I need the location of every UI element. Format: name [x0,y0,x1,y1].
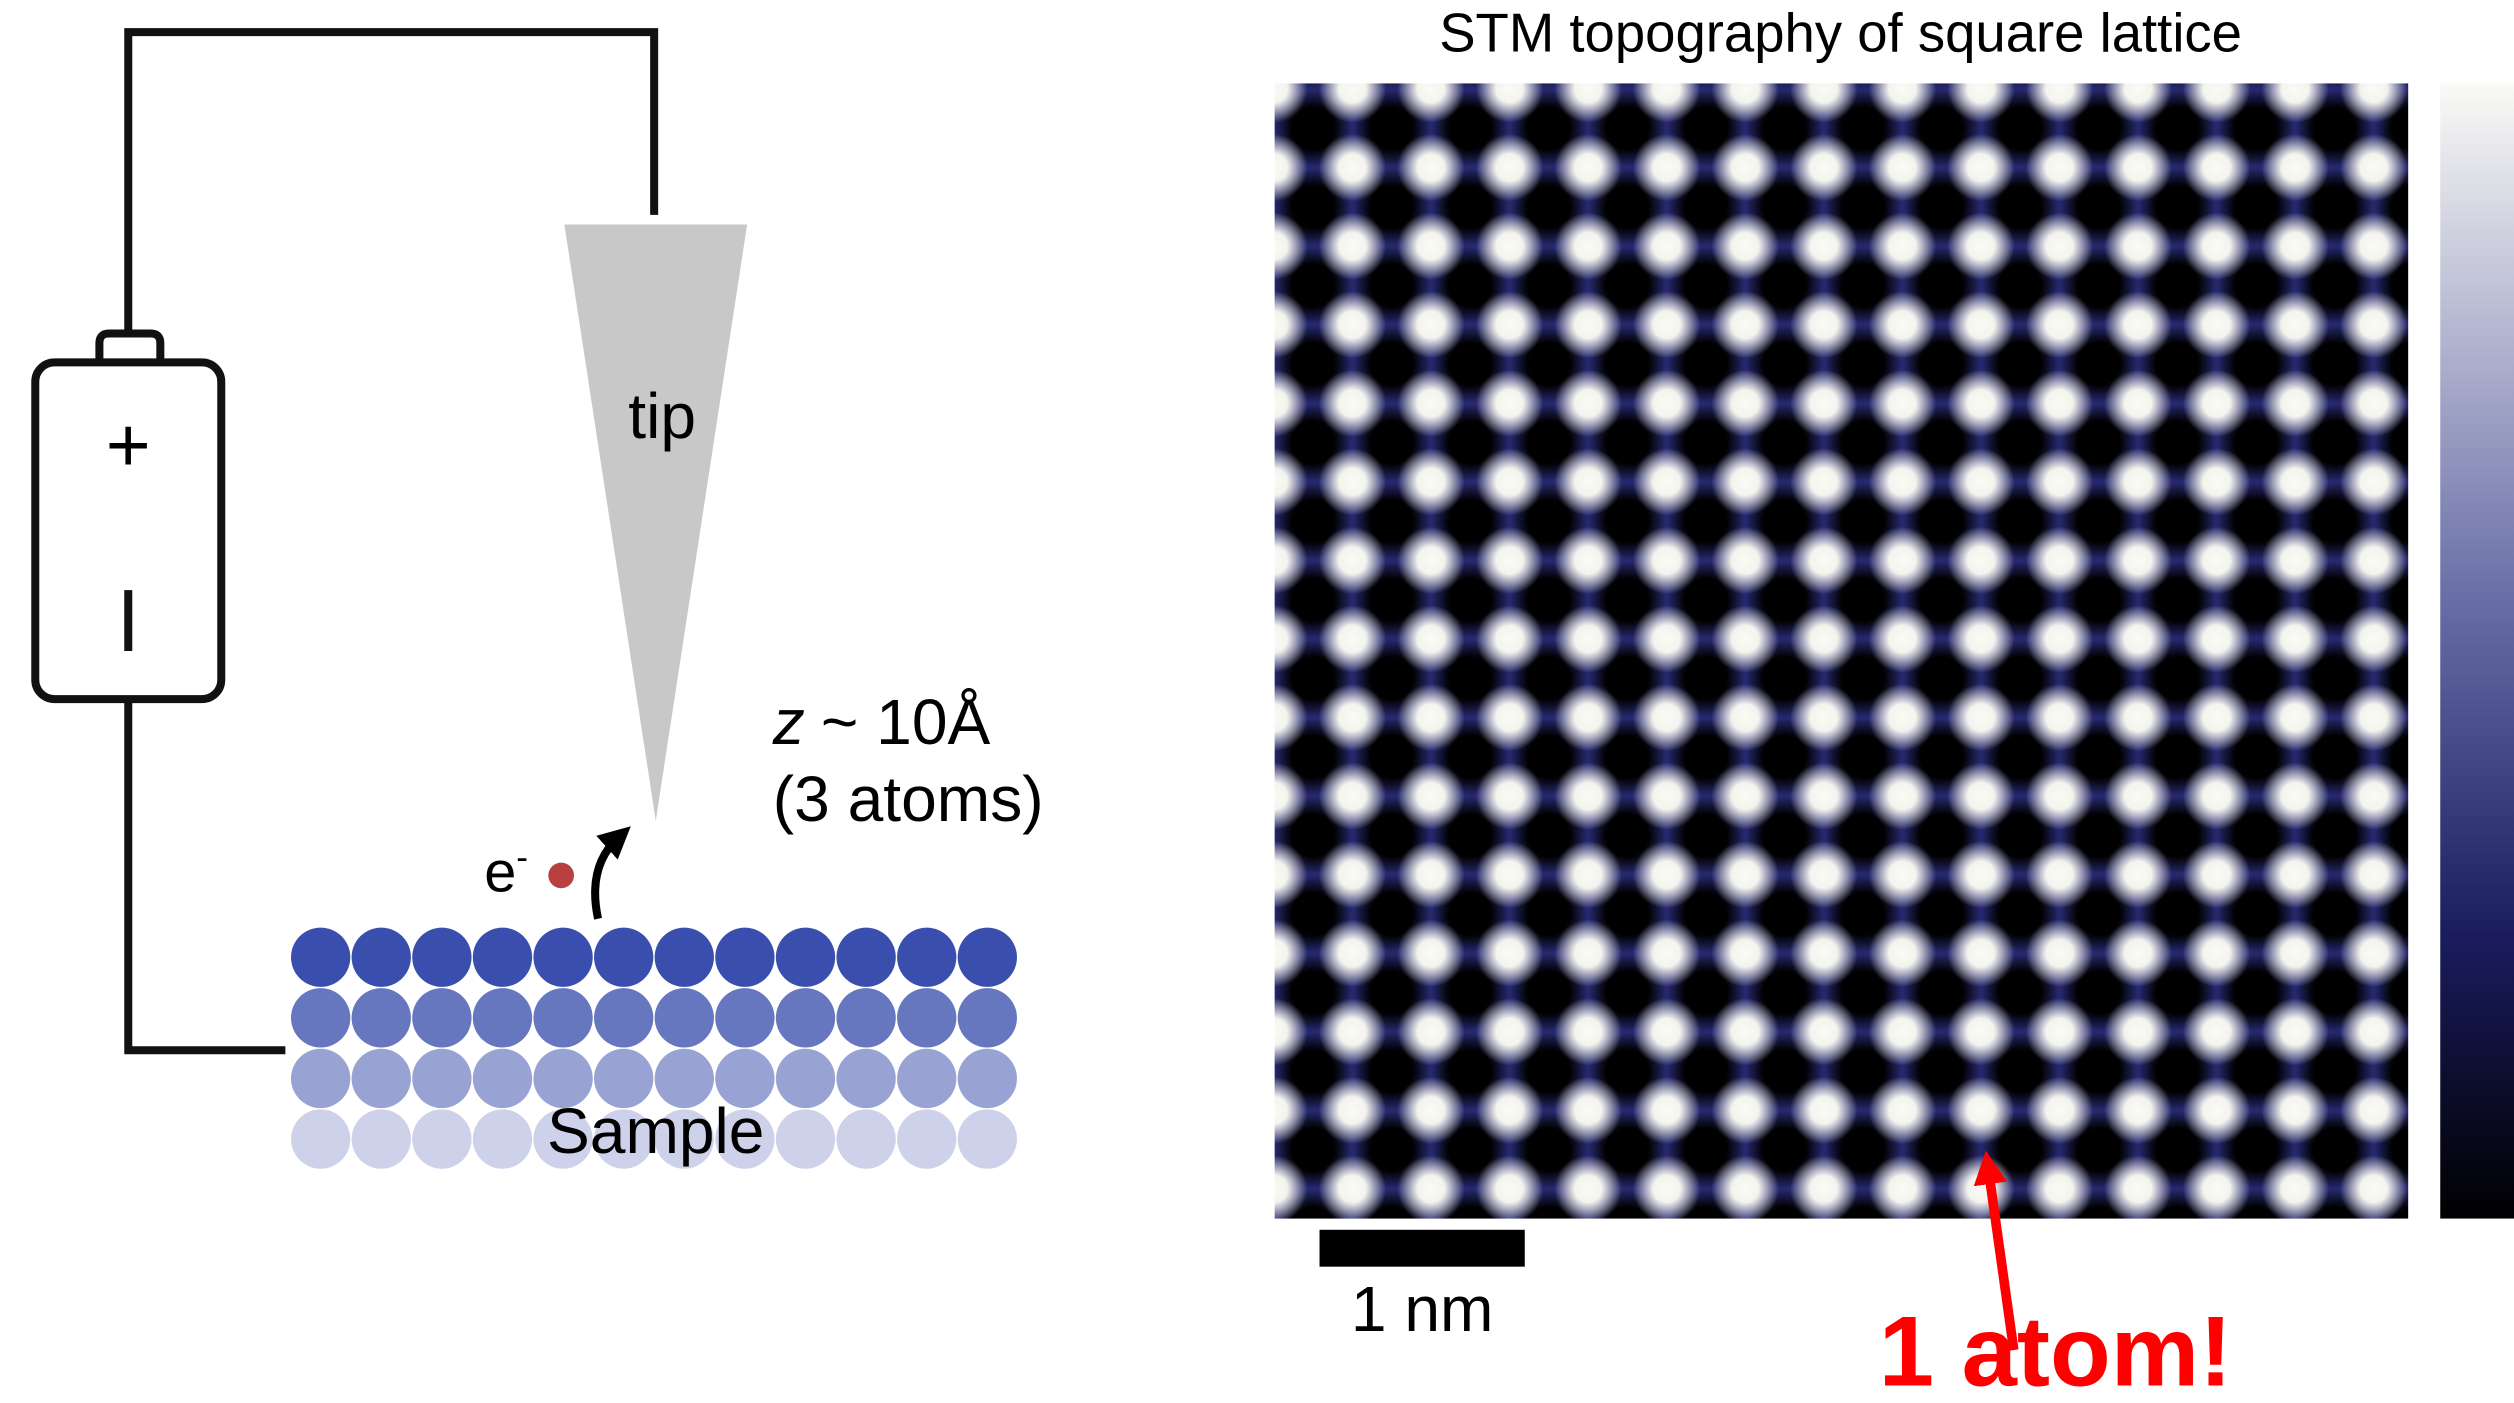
atom [473,928,532,987]
atom [352,1049,411,1108]
battery: + [35,334,221,700]
atom [958,988,1017,1047]
atom [655,988,714,1047]
atom [594,928,653,987]
atom [897,1109,956,1168]
electron [548,863,574,889]
atom [473,1049,532,1108]
figure: + tip z~ 10Å (3 atoms) e- Sample STM top… [0,0,2514,1403]
atom [473,988,532,1047]
atom [958,1049,1017,1108]
gap-note: (3 atoms) [773,763,1044,835]
stm-image [1275,83,2409,1218]
atom [715,928,774,987]
annotation: 1 atom! [1879,1296,2232,1403]
gap-value: ~ 10Å [821,686,991,758]
atom [352,1109,411,1168]
tip [564,225,747,821]
atom [897,928,956,987]
electron-symbol: e [484,840,516,904]
atom [412,1109,471,1168]
atom [412,928,471,987]
tip-label: tip [628,380,696,452]
scale-bar-label: 1 nm [1351,1273,1494,1345]
atom [897,1049,956,1108]
atom [897,988,956,1047]
atom [533,988,592,1047]
atom [473,1109,532,1168]
gap-distance: z~ 10Å [772,686,991,758]
atom [291,1049,350,1108]
atom [776,928,835,987]
atom [291,988,350,1047]
tunneling-arrow [595,837,619,919]
electron-label: e- [484,838,528,904]
atom [836,988,895,1047]
atom [291,928,350,987]
image-title: STM topography of square lattice [1439,2,2242,63]
sample-label: Sample [547,1095,764,1167]
atom [958,1109,1017,1168]
atom [836,1109,895,1168]
atom [594,988,653,1047]
atom [412,1049,471,1108]
atom [836,928,895,987]
atom [655,928,714,987]
atom [352,988,411,1047]
atom [352,928,411,987]
scale-bar [1320,1230,1525,1267]
atom [291,1109,350,1168]
electron-charge: - [516,838,528,877]
atom [958,928,1017,987]
atom [836,1049,895,1108]
battery-plus: + [106,402,151,488]
atom [776,1109,835,1168]
gap-variable: z [772,686,805,758]
atom [776,988,835,1047]
atom [412,988,471,1047]
atom [715,988,774,1047]
atom [533,928,592,987]
atom [776,1049,835,1108]
colorbar [2440,83,2514,1218]
